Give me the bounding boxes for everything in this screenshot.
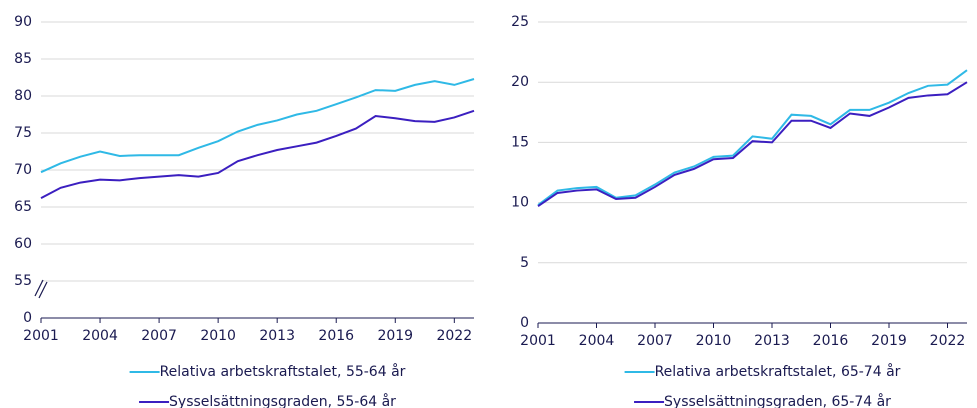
x-tick-label: 2007 — [141, 328, 177, 344]
x-tick-label: 2016 — [318, 328, 354, 344]
y-tick-label: 10 — [511, 195, 529, 211]
legend-label: Relativa arbetskraftstalet, 55-64 år — [160, 363, 406, 380]
x-tick-label: 2013 — [259, 328, 295, 344]
y-tick-label: 15 — [511, 134, 529, 150]
y-tick-label: 20 — [511, 74, 529, 90]
y-tick-label: 90 — [14, 14, 32, 30]
line-series — [40, 109, 475, 200]
x-tick-label: 2016 — [813, 333, 849, 349]
y-tick-label: 5 — [520, 255, 529, 271]
x-tick-label: 2022 — [930, 333, 966, 349]
x-tick-label: 2001 — [520, 333, 556, 349]
x-tick-label: 2019 — [871, 333, 907, 349]
y-tick-label: 70 — [14, 162, 32, 178]
x-tick-label: 2001 — [23, 328, 59, 344]
line-series — [537, 69, 968, 206]
y-tick-label: 25 — [511, 14, 529, 30]
x-tick-label: 2010 — [200, 328, 236, 344]
y-tick-label: 85 — [14, 51, 32, 67]
x-tick-label: 2007 — [637, 333, 673, 349]
x-tick-label: 2010 — [696, 333, 732, 349]
x-tick-label: 2019 — [377, 328, 413, 344]
y-tick-label: 55 — [14, 273, 32, 289]
x-tick-label: 2022 — [436, 328, 472, 344]
y-tick-label: 75 — [14, 125, 32, 141]
x-tick-label: 2004 — [82, 328, 118, 344]
x-tick-label: 2004 — [579, 333, 615, 349]
line-series — [537, 81, 968, 208]
x-tick-label: 2013 — [754, 333, 790, 349]
y-tick-label: 80 — [14, 88, 32, 104]
legend-label: Sysselsättningsgraden, 55-64 år — [169, 393, 396, 408]
legend-label: Relativa arbetskraftstalet, 65-74 år — [655, 363, 901, 380]
axis-break — [34, 279, 48, 299]
y-tick-label: 0 — [520, 315, 529, 331]
y-tick-label: 60 — [14, 236, 32, 252]
line-series — [40, 78, 475, 174]
y-break-label: 0 — [23, 310, 32, 326]
y-tick-label: 65 — [14, 199, 32, 215]
legend-label: Sysselsättningsgraden, 65-74 år — [664, 393, 891, 408]
